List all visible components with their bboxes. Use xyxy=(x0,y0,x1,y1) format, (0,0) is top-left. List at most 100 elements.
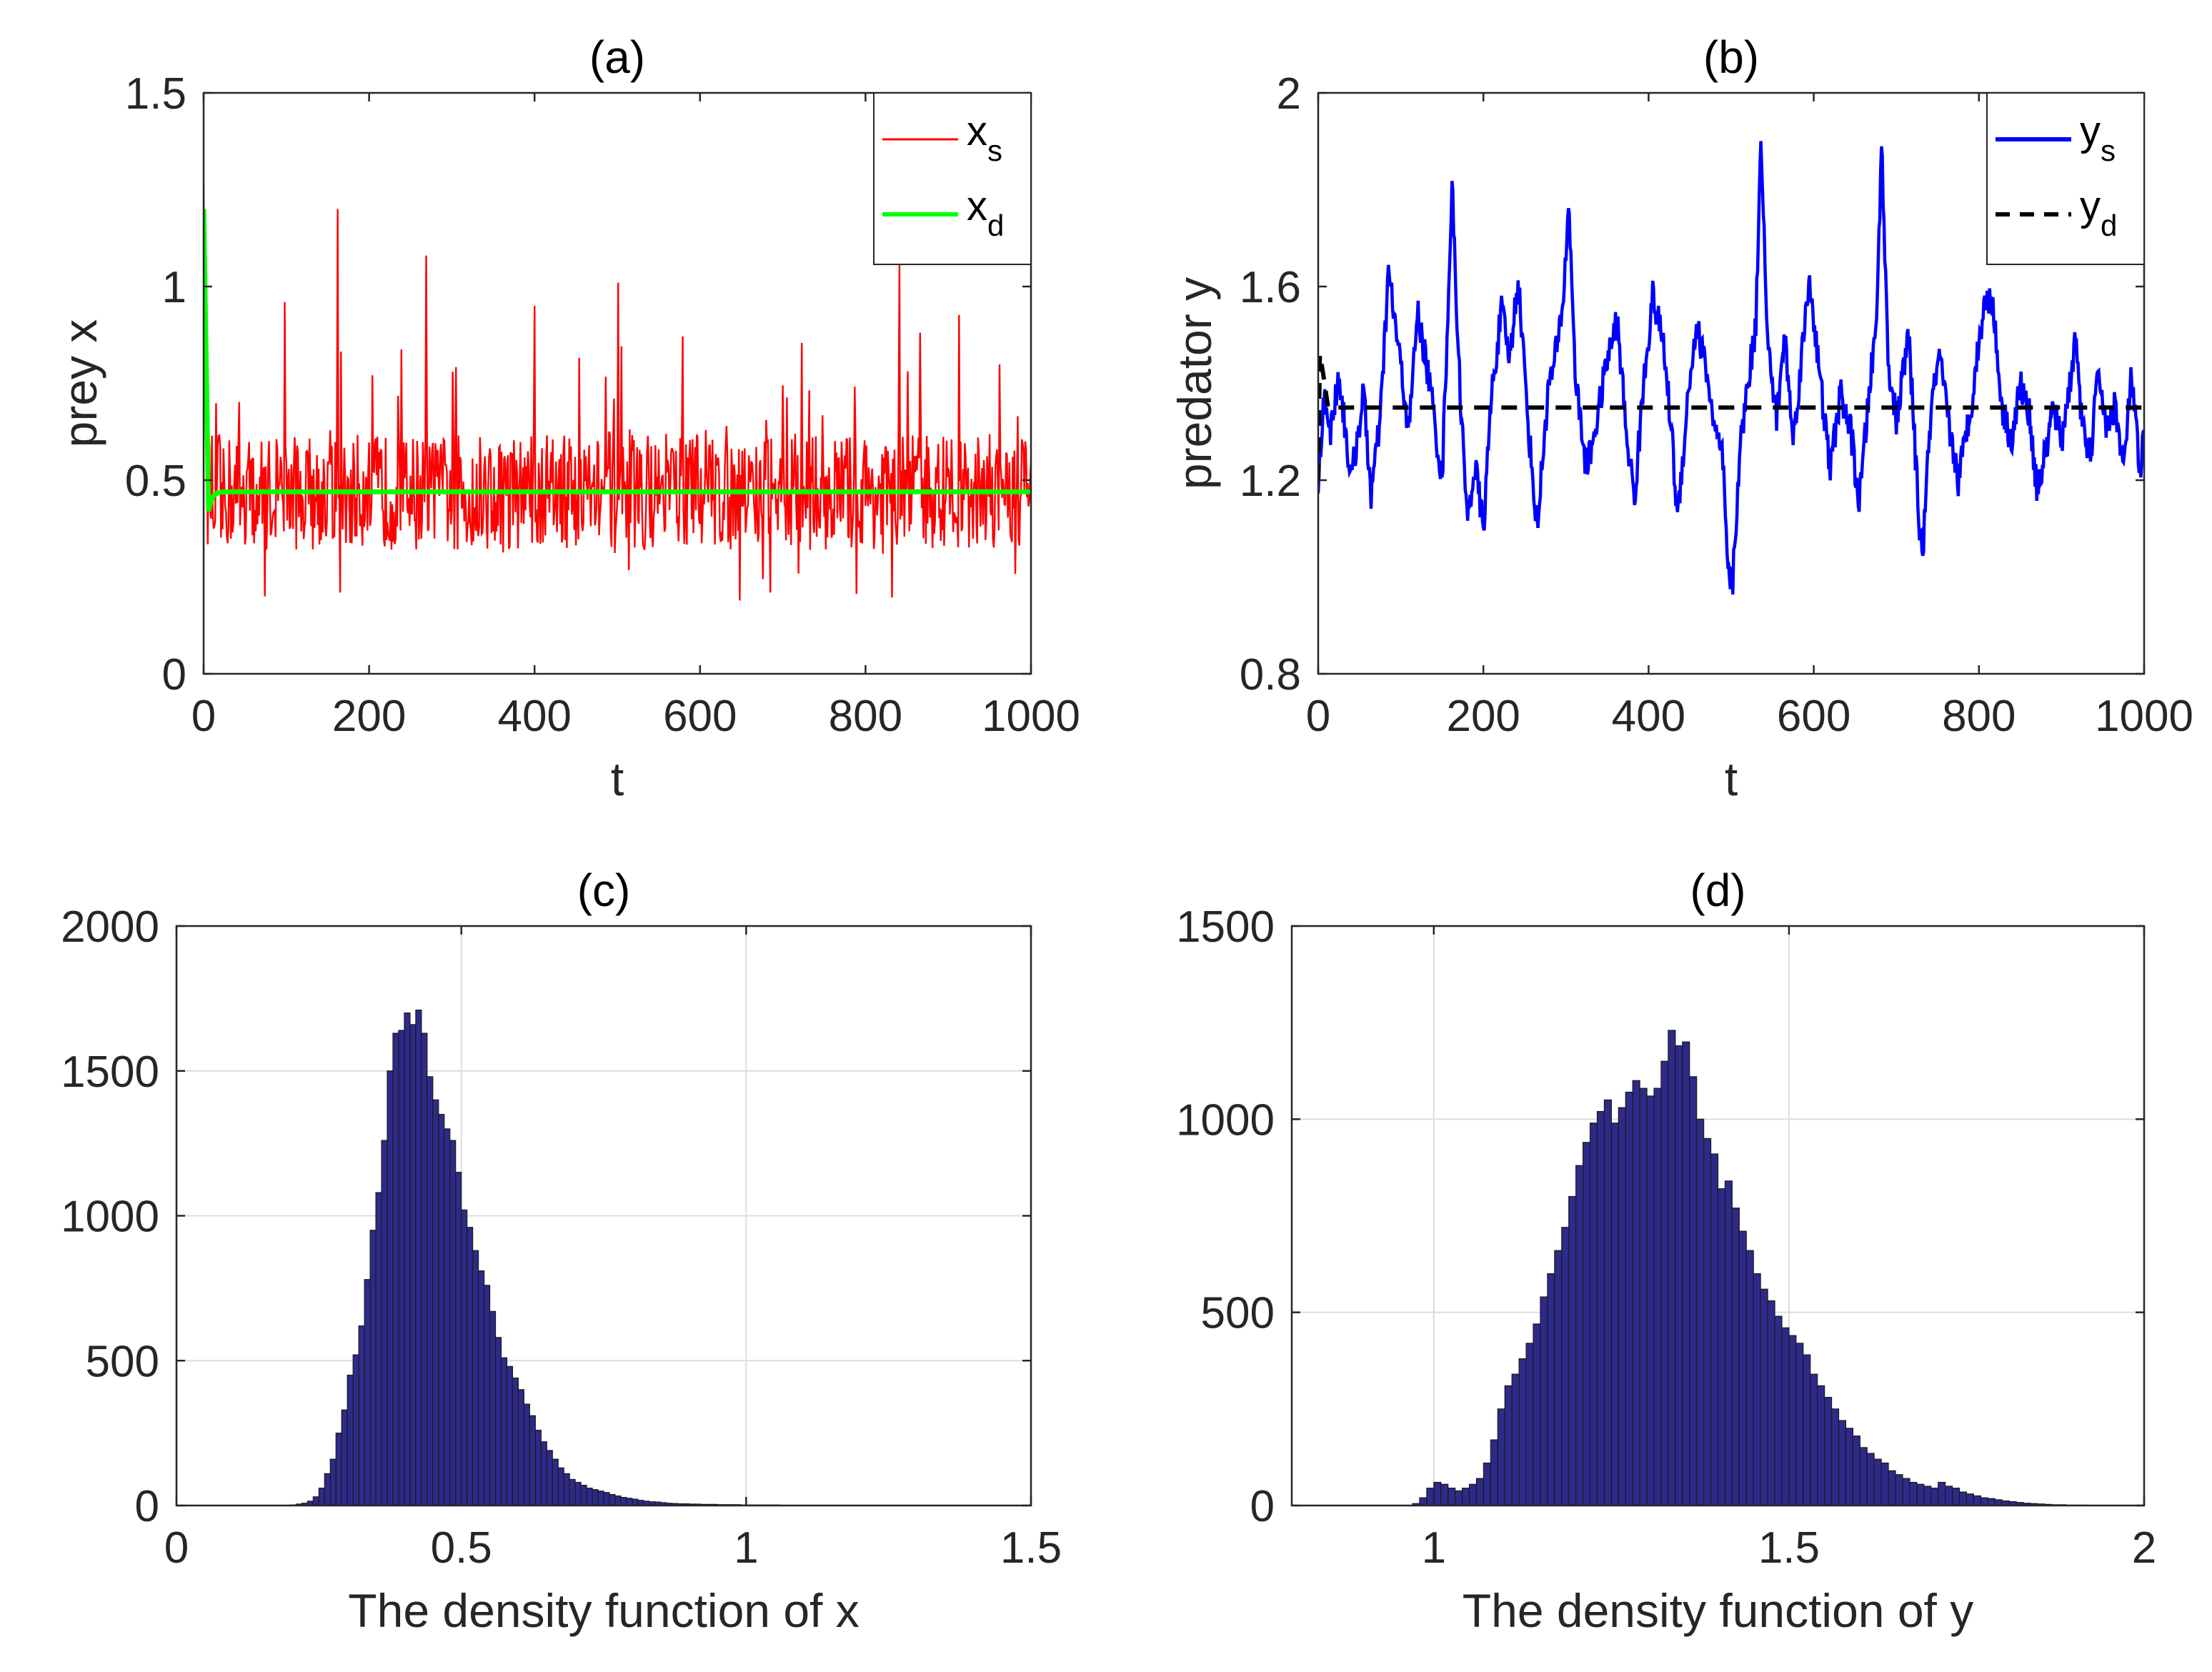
histogram-bar xyxy=(489,1310,497,1506)
y-tick-label: 1.5 xyxy=(125,69,186,119)
y-tick-label: 0.8 xyxy=(1240,650,1301,700)
histogram-bar xyxy=(1696,1118,1705,1506)
histogram-bar xyxy=(1433,1481,1442,1506)
histogram-bar xyxy=(1511,1373,1520,1506)
histogram-bar xyxy=(1830,1408,1840,1506)
y-tick-label: 0.5 xyxy=(125,457,186,506)
histogram-bar xyxy=(1575,1165,1584,1506)
histogram-bar xyxy=(1753,1273,1761,1506)
histogram-bar xyxy=(1632,1080,1640,1506)
chart-title: (a) xyxy=(589,31,645,83)
histogram-bar xyxy=(381,1140,388,1506)
histogram-bar xyxy=(1540,1296,1548,1506)
histogram-bar xyxy=(1583,1142,1591,1506)
histogram-bar xyxy=(1717,1188,1726,1506)
x-tick-label: 600 xyxy=(663,692,737,741)
legend-label: yd xyxy=(2080,183,2117,242)
histogram-bar xyxy=(318,1488,325,1506)
histogram-bar xyxy=(1625,1091,1633,1506)
series-line-y-d xyxy=(1318,354,2144,481)
legend-label: ys xyxy=(2080,108,2116,167)
histogram-bar xyxy=(1866,1453,1875,1506)
y-tick-label: 2 xyxy=(1277,69,1301,119)
histogram-bar xyxy=(335,1433,342,1506)
x-tick-label: 0 xyxy=(1306,692,1330,741)
histogram-bar xyxy=(1483,1462,1491,1506)
legend-box xyxy=(1986,92,2145,265)
y-tick-label: 1500 xyxy=(61,1048,159,1097)
histogram-bar xyxy=(620,1497,627,1506)
legend-label: xd xyxy=(967,183,1004,242)
histogram-bar xyxy=(1902,1478,1910,1506)
histogram-bar xyxy=(1745,1250,1754,1506)
histogram-bar xyxy=(1518,1358,1527,1506)
plot-marks xyxy=(289,1009,918,1506)
x-tick-label: 0 xyxy=(164,1523,189,1573)
y-tick-label: 500 xyxy=(1201,1289,1275,1338)
x-tick-label: 0.5 xyxy=(431,1523,492,1573)
histogram-bar xyxy=(483,1285,491,1506)
histogram-bar xyxy=(461,1209,468,1506)
x-tick-label: 200 xyxy=(332,692,406,741)
histogram-bar xyxy=(1533,1323,1541,1506)
legend-label-base: x xyxy=(967,108,987,154)
plot-marks xyxy=(1318,141,2144,595)
histogram-bar xyxy=(369,1230,377,1506)
histogram-bar xyxy=(1880,1462,1889,1506)
histogram-bar xyxy=(1461,1488,1470,1506)
histogram-bar xyxy=(472,1250,479,1506)
x-tick-label: 200 xyxy=(1446,692,1520,741)
histogram-bar xyxy=(552,1458,559,1506)
histogram-bar xyxy=(1589,1123,1598,1506)
histogram-bar xyxy=(597,1491,604,1506)
plot-marks xyxy=(1412,1030,2088,1506)
legend-label-subscript: d xyxy=(2101,209,2117,242)
histogram-bar xyxy=(1668,1030,1676,1506)
histogram-bar xyxy=(1951,1488,1961,1506)
histogram-bar xyxy=(324,1473,331,1506)
histogram-bar xyxy=(1455,1490,1463,1506)
histogram-bar xyxy=(1675,1045,1683,1506)
y-tick-label: 1.2 xyxy=(1240,457,1301,506)
x-tick-label: 1 xyxy=(1422,1523,1446,1573)
histogram-bar xyxy=(1938,1481,1946,1506)
histogram-bar xyxy=(1817,1385,1825,1506)
histogram-bar xyxy=(1774,1315,1783,1506)
x-tick-label: 1000 xyxy=(982,692,1080,741)
series-line-x-d xyxy=(204,209,1031,512)
histogram-bar xyxy=(352,1354,359,1506)
axes-box xyxy=(1290,925,2146,1507)
x-tick-label: 800 xyxy=(1942,692,2016,741)
panel-b-line-chart: 0 200 400 600 800 1000 0.8 1.2 1.6 2 (b) t predator … xyxy=(1168,31,2193,805)
histogram-bar xyxy=(523,1403,530,1506)
histogram-bar xyxy=(1810,1373,1818,1506)
x-tick-label: 400 xyxy=(1612,692,1685,741)
histogram-bar xyxy=(574,1481,582,1506)
histogram-bar xyxy=(592,1489,599,1506)
x-tick-label: 2 xyxy=(2132,1523,2156,1573)
axes-box xyxy=(202,91,1032,675)
histogram-bar xyxy=(1980,1497,1988,1506)
histogram-bar xyxy=(1419,1497,1428,1506)
histogram-bar xyxy=(449,1140,457,1506)
histogram-bar xyxy=(1646,1095,1655,1506)
axes-box xyxy=(1317,91,2146,675)
histogram-bar xyxy=(375,1192,382,1506)
histogram-bar xyxy=(1568,1195,1577,1506)
histogram-bar xyxy=(1966,1493,1974,1506)
histogram-bar xyxy=(1653,1088,1662,1506)
legend: ys yd xyxy=(1986,92,2145,265)
histogram-bar xyxy=(432,1099,439,1506)
x-tick-label: 600 xyxy=(1777,692,1850,741)
histogram-bar xyxy=(1639,1088,1648,1506)
histogram-bar xyxy=(517,1389,524,1506)
legend-box xyxy=(873,92,1032,265)
histogram-bar xyxy=(1596,1110,1605,1506)
y-tick-label: 500 xyxy=(86,1337,159,1386)
histogram-bar xyxy=(1497,1408,1505,1506)
histogram-bar xyxy=(563,1473,570,1506)
histogram-bar xyxy=(1973,1495,1981,1506)
histogram-bar xyxy=(1554,1250,1563,1506)
histogram-bar xyxy=(1475,1478,1485,1506)
